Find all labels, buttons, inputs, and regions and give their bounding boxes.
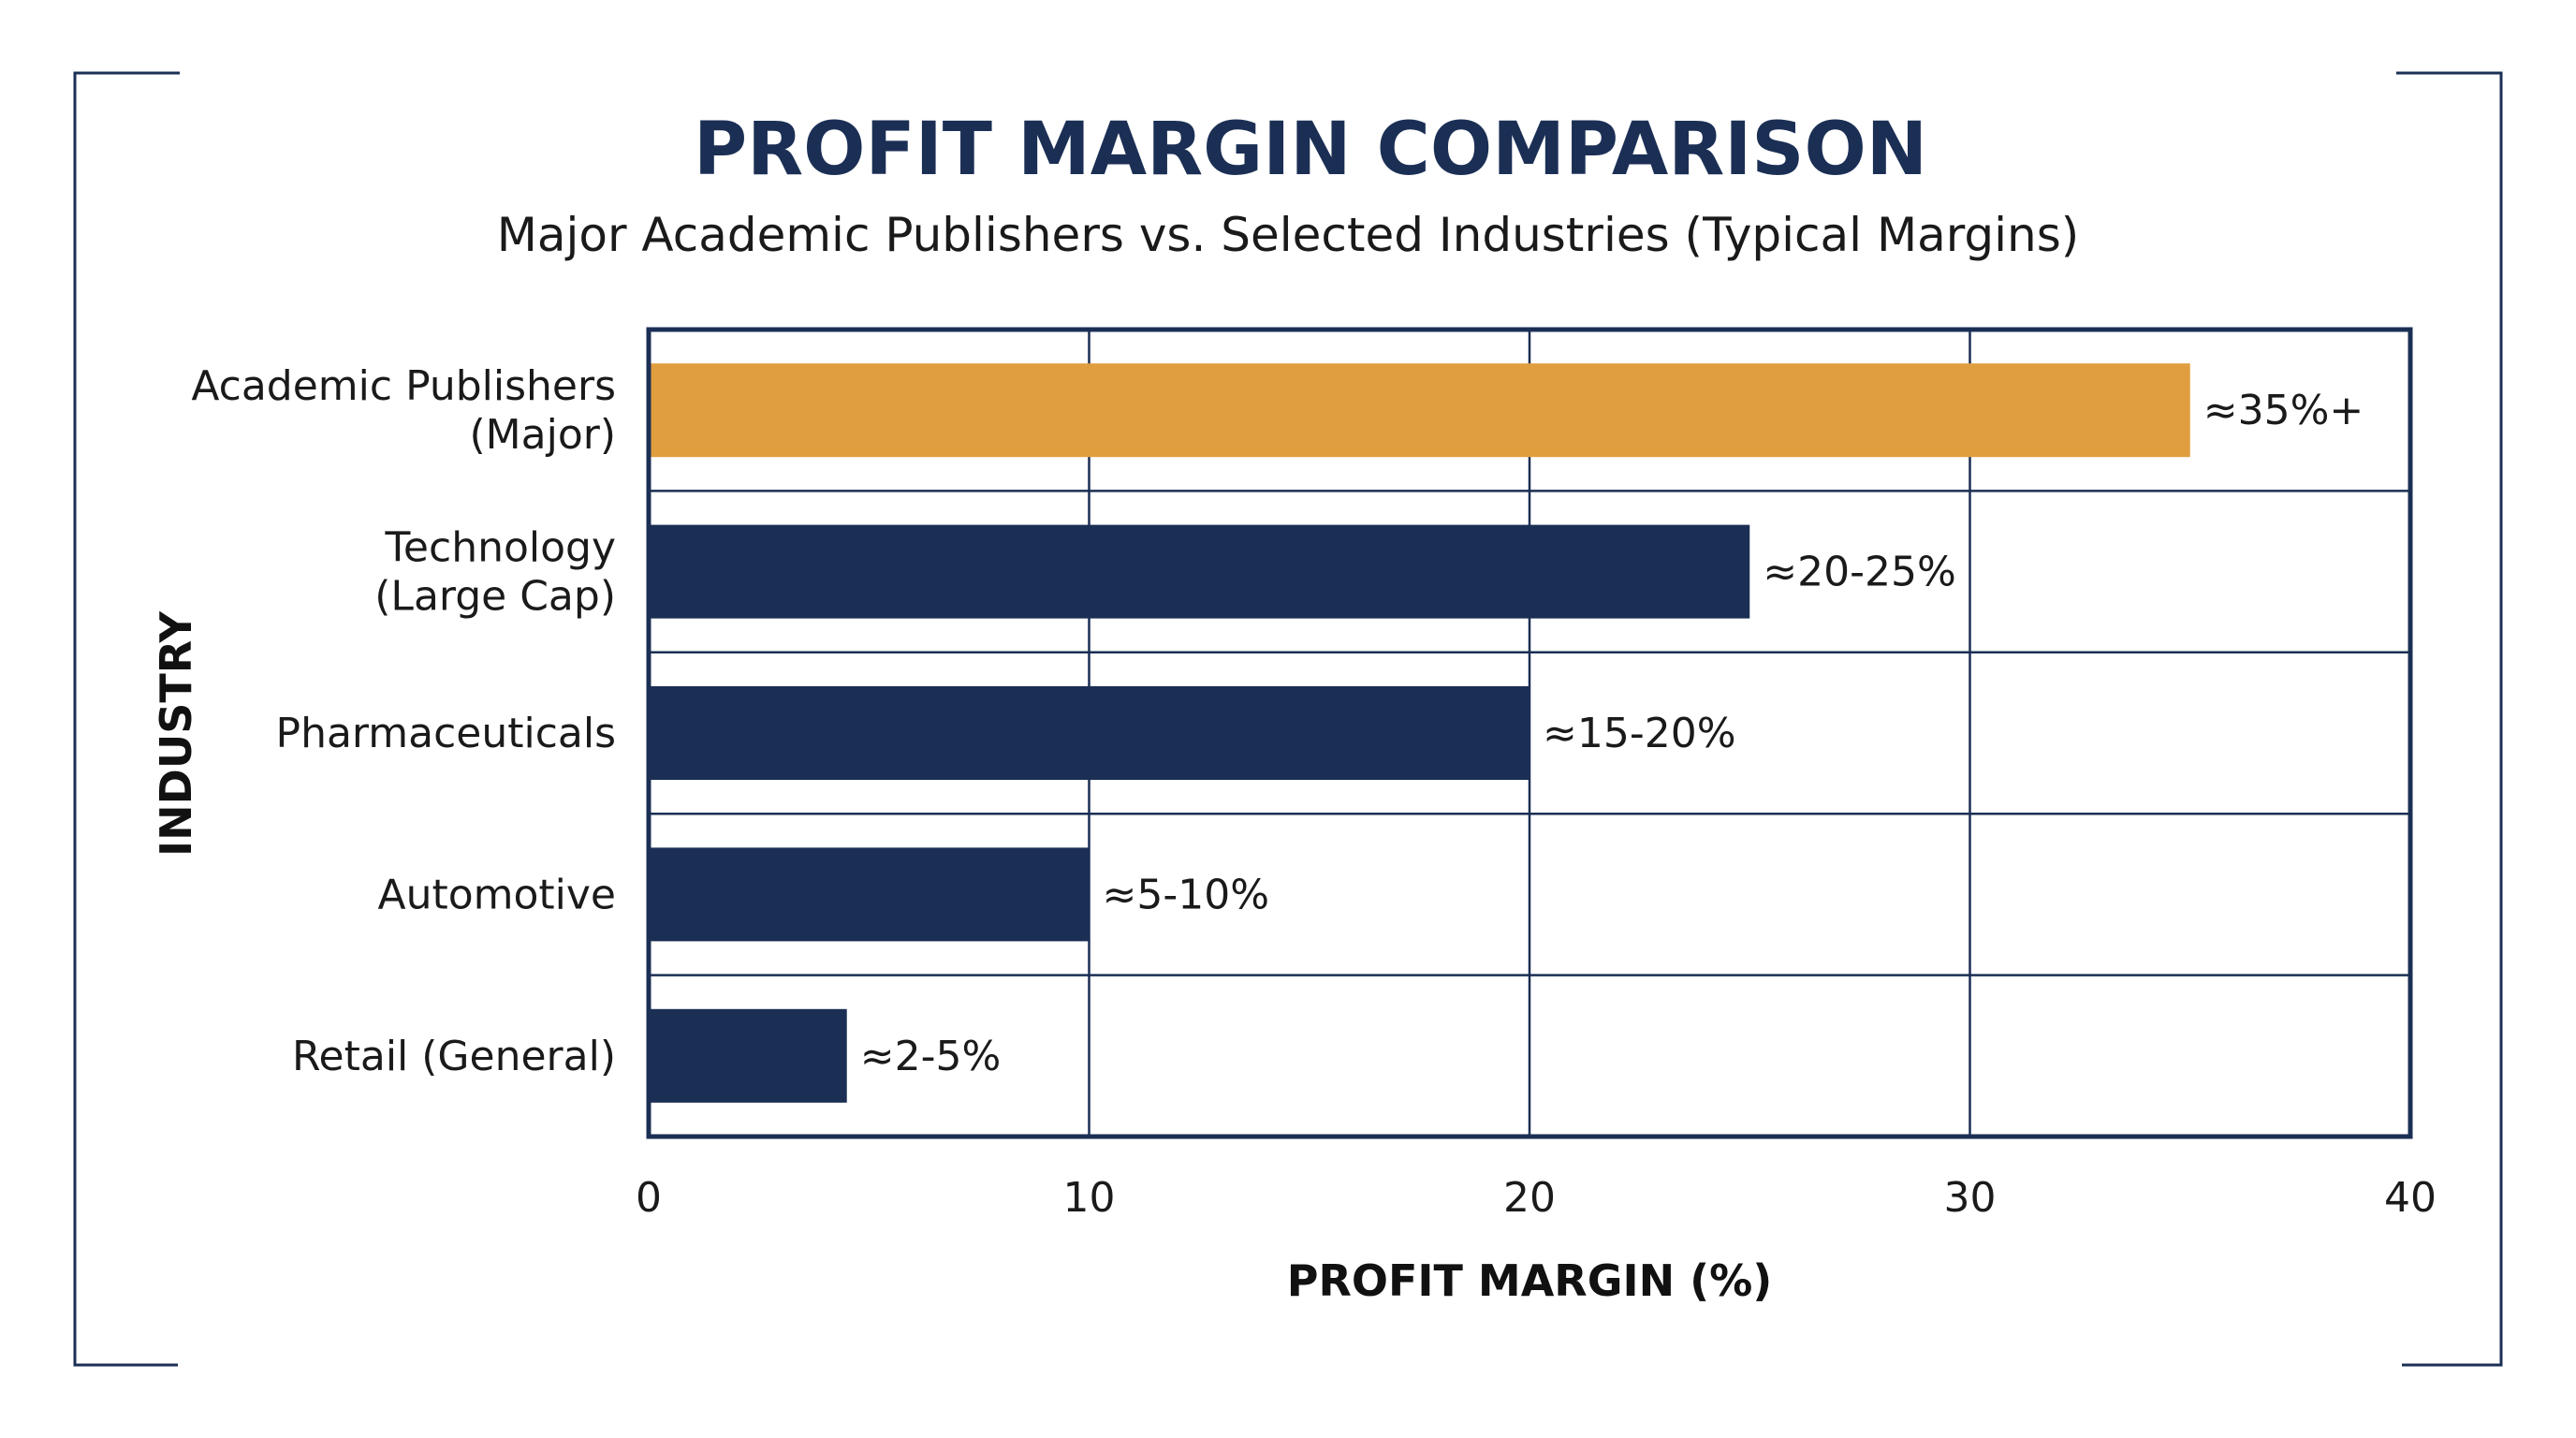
bar xyxy=(649,1008,847,1103)
category-label-line: Retail (General) xyxy=(292,1033,616,1080)
bar-value-label: ≈5-10% xyxy=(1103,871,1270,918)
frame-bracket-right xyxy=(2396,71,2503,1367)
category-label: Pharmaceuticals xyxy=(276,710,616,757)
chart-subtitle: Major Academic Publishers vs. Selected I… xyxy=(497,208,2080,262)
category-label-line: Pharmaceuticals xyxy=(276,710,616,757)
bar xyxy=(649,524,1750,619)
x-tick-label: 30 xyxy=(1944,1174,1997,1222)
frame-bracket-left xyxy=(73,71,180,1367)
bar-value-label: ≈2-5% xyxy=(860,1033,1002,1080)
category-label: Retail (General) xyxy=(292,1033,616,1080)
x-axis-title: PROFIT MARGIN (%) xyxy=(1287,1255,1773,1306)
bar-value-label: ≈20-25% xyxy=(1763,549,1956,596)
label-layer: 0 10 20 30 40 ≈35%+ Academic Publishers (Major)… xyxy=(191,362,2437,1222)
y-axis-title: INDUSTRY xyxy=(151,610,201,857)
x-tick-label: 0 xyxy=(636,1174,662,1222)
category-label-line: Academic Publishers xyxy=(191,362,616,410)
bar xyxy=(649,686,1530,780)
category-label-line: (Major) xyxy=(470,411,617,459)
bar xyxy=(649,847,1090,942)
plot-frame xyxy=(646,327,2413,1139)
bar xyxy=(649,363,2190,458)
bar-layer xyxy=(649,363,2190,1103)
bar-value-label: ≈35%+ xyxy=(2203,387,2364,434)
x-tick-label: 20 xyxy=(1503,1174,1556,1222)
category-label-line: (Large Cap) xyxy=(374,573,616,621)
category-label-line: Automotive xyxy=(377,871,616,918)
grid-layer xyxy=(649,330,2410,1137)
category-label: Automotive xyxy=(377,871,616,918)
x-tick-label: 40 xyxy=(2384,1174,2437,1222)
bar-value-label: ≈15-20% xyxy=(1543,710,1736,757)
category-label: Academic Publishers (Major) xyxy=(191,362,616,459)
category-label-line: Technology xyxy=(385,524,616,572)
category-label: Technology (Large Cap) xyxy=(374,524,616,621)
x-tick-label: 10 xyxy=(1063,1174,1116,1222)
chart-title: PROFIT MARGIN COMPARISON xyxy=(694,108,1927,192)
